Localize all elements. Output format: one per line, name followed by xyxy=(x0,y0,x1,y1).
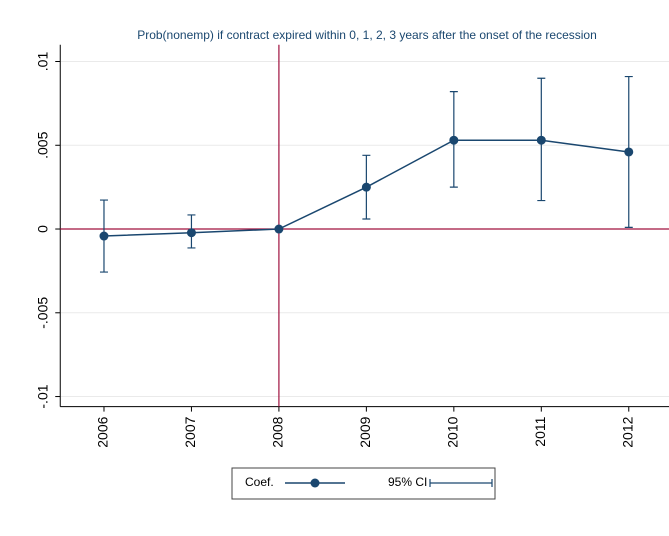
chart-title: Prob(nonemp) if contract expired within … xyxy=(137,28,597,42)
y-tick-label: 0 xyxy=(35,225,51,233)
x-tick-label: 2009 xyxy=(357,416,373,447)
legend-label: Coef. xyxy=(245,475,274,489)
x-tick-label: 2010 xyxy=(445,416,461,447)
x-tick-label: 2012 xyxy=(619,416,635,447)
point xyxy=(624,147,634,157)
point xyxy=(536,135,546,145)
legend-label: 95% CI xyxy=(388,475,427,489)
x-tick-label: 2008 xyxy=(270,416,286,447)
point xyxy=(274,224,284,234)
y-tick-label: .005 xyxy=(35,131,51,158)
x-tick-label: 2011 xyxy=(532,416,548,446)
y-tick-label: -.01 xyxy=(35,384,51,408)
y-tick-label: .01 xyxy=(35,52,51,72)
legend-swatch xyxy=(310,478,320,488)
y-tick-label: -.005 xyxy=(35,297,51,329)
point xyxy=(99,231,109,241)
x-tick-label: 2007 xyxy=(182,416,198,447)
legend-swatch xyxy=(429,479,493,487)
point xyxy=(186,228,196,238)
point xyxy=(361,182,371,192)
x-tick-label: 2006 xyxy=(95,416,111,447)
point xyxy=(449,135,459,145)
